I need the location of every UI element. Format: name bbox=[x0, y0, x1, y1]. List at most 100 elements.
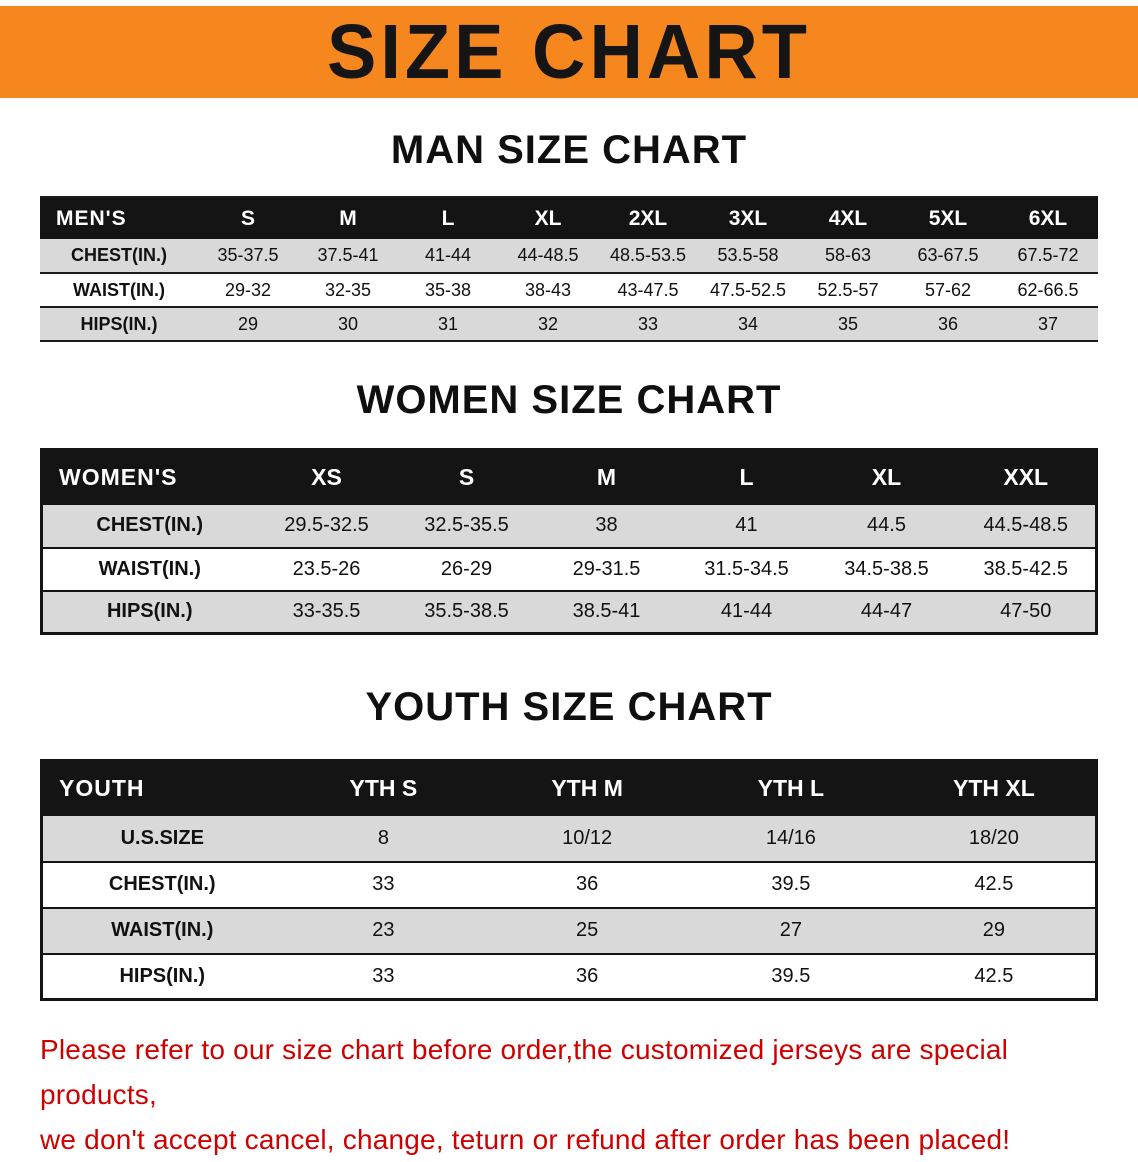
size-cell: 58-63 bbox=[798, 239, 898, 274]
size-cell: 33 bbox=[281, 861, 486, 909]
table-row: CHEST(IN.) 35-37.5 37.5-41 41-44 44-48.5 48.5… bbox=[40, 239, 1098, 274]
size-cell: 34.5-38.5 bbox=[816, 547, 957, 592]
size-column-header: S bbox=[396, 449, 537, 505]
footer-line-2: we don't accept cancel, change, teturn o… bbox=[40, 1124, 1011, 1155]
table-header-row: MEN'S S M L XL 2XL 3XL 4XL 5XL 6XL bbox=[40, 197, 1098, 239]
size-table: YOUTH YTH S YTH M YTH L YTH XL U.S.SIZE 8 10/12… bbox=[40, 759, 1098, 1001]
size-cell: 44-47 bbox=[816, 590, 957, 635]
size-cell: 29-31.5 bbox=[536, 547, 677, 592]
size-cell: 32.5-35.5 bbox=[396, 504, 537, 549]
table-header-row: YOUTH YTH S YTH M YTH L YTH XL bbox=[41, 760, 1097, 816]
size-cell: 26-29 bbox=[396, 547, 537, 592]
size-column-header: XXL bbox=[956, 449, 1097, 505]
table-row: WAIST(IN.) 29-32 32-35 35-38 38-43 43-47.5 47.… bbox=[40, 273, 1098, 308]
row-label: WAIST(IN.) bbox=[40, 273, 198, 308]
row-label: HIPS(IN.) bbox=[41, 590, 257, 635]
size-cell: 67.5-72 bbox=[998, 239, 1098, 274]
size-cell: 52.5-57 bbox=[798, 273, 898, 308]
size-cell: 29.5-32.5 bbox=[256, 504, 397, 549]
size-column-header: 3XL bbox=[698, 197, 798, 239]
size-cell: 23.5-26 bbox=[256, 547, 397, 592]
size-cell: 38-43 bbox=[498, 273, 598, 308]
table-row: HIPS(IN.) 33-35.5 35.5-38.5 38.5-41 41-44 44-… bbox=[41, 590, 1097, 635]
size-cell: 42.5 bbox=[892, 953, 1097, 1001]
size-cell: 62-66.5 bbox=[998, 273, 1098, 308]
section-heading: YOUTH SIZE CHART bbox=[365, 685, 773, 729]
size-cell: 14/16 bbox=[689, 815, 893, 863]
table-row: WAIST(IN.) 23 25 27 29 bbox=[41, 907, 1097, 955]
size-cell: 31 bbox=[398, 307, 498, 342]
size-cell: 47-50 bbox=[956, 590, 1097, 635]
size-cell: 32-35 bbox=[298, 273, 398, 308]
size-cell: 44.5 bbox=[816, 504, 957, 549]
size-cell: 30 bbox=[298, 307, 398, 342]
size-cell: 38.5-41 bbox=[536, 590, 677, 635]
size-cell: 42.5 bbox=[892, 861, 1097, 909]
size-cell: 29-32 bbox=[198, 273, 298, 308]
size-column-header: M bbox=[298, 197, 398, 239]
size-cell: 18/20 bbox=[892, 815, 1097, 863]
size-cell: 41-44 bbox=[676, 590, 817, 635]
size-chart-section: YOUTH SIZE CHART YOUTH YTH S YTH M YTH L YTH … bbox=[0, 685, 1138, 1001]
size-table: WOMEN'S XS S M L XL XXL CHEST(IN.) 29.5-32.5 32.5… bbox=[40, 448, 1098, 635]
size-cell: 33-35.5 bbox=[256, 590, 397, 635]
size-chart-section: WOMEN SIZE CHART WOMEN'S XS S M L XL XXL CHEST(I… bbox=[0, 378, 1138, 635]
row-label: U.S.SIZE bbox=[41, 815, 282, 863]
size-cell: 23 bbox=[281, 907, 486, 955]
size-column-header: XS bbox=[256, 449, 397, 505]
size-cell: 29 bbox=[892, 907, 1097, 955]
size-cell: 44-48.5 bbox=[498, 239, 598, 274]
size-cell: 38.5-42.5 bbox=[956, 547, 1097, 592]
table-row: CHEST(IN.) 29.5-32.5 32.5-35.5 38 41 44.5 44.5… bbox=[41, 504, 1097, 549]
page-title: SIZE CHART bbox=[327, 8, 811, 95]
size-cell: 27 bbox=[689, 907, 893, 955]
size-cell: 8 bbox=[281, 815, 486, 863]
table-header-row: WOMEN'S XS S M L XL XXL bbox=[41, 449, 1097, 505]
size-cell: 33 bbox=[598, 307, 698, 342]
size-column-header: XL bbox=[816, 449, 957, 505]
size-cell: 10/12 bbox=[485, 815, 689, 863]
size-cell: 34 bbox=[698, 307, 798, 342]
size-column-header: YTH L bbox=[689, 760, 893, 816]
size-chart-banner: SIZE CHART bbox=[0, 6, 1138, 98]
size-cell: 32 bbox=[498, 307, 598, 342]
size-cell: 57-62 bbox=[898, 273, 998, 308]
size-column-header: L bbox=[676, 449, 817, 505]
size-cell: 35-38 bbox=[398, 273, 498, 308]
size-column-header: L bbox=[398, 197, 498, 239]
size-cell: 37.5-41 bbox=[298, 239, 398, 274]
size-column-header: S bbox=[198, 197, 298, 239]
row-label: WAIST(IN.) bbox=[41, 907, 282, 955]
table-corner-label: MEN'S bbox=[40, 197, 198, 239]
size-cell: 36 bbox=[485, 953, 689, 1001]
size-cell: 35.5-38.5 bbox=[396, 590, 537, 635]
size-column-header: 6XL bbox=[998, 197, 1098, 239]
size-column-header: YTH S bbox=[281, 760, 486, 816]
table-corner-label: YOUTH bbox=[41, 760, 282, 816]
size-cell: 35 bbox=[798, 307, 898, 342]
size-cell: 31.5-34.5 bbox=[676, 547, 817, 592]
size-table: MEN'S S M L XL 2XL 3XL 4XL 5XL 6XL CHEST(IN.) 35-37… bbox=[40, 196, 1098, 342]
size-column-header: YTH XL bbox=[892, 760, 1097, 816]
size-column-header: YTH M bbox=[485, 760, 689, 816]
size-cell: 36 bbox=[898, 307, 998, 342]
section-heading: MAN SIZE CHART bbox=[390, 128, 748, 172]
row-label: CHEST(IN.) bbox=[40, 239, 198, 274]
row-label: CHEST(IN.) bbox=[41, 861, 282, 909]
table-row: HIPS(IN.) 33 36 39.5 42.5 bbox=[41, 953, 1097, 1001]
size-column-header: M bbox=[536, 449, 677, 505]
size-cell: 47.5-52.5 bbox=[698, 273, 798, 308]
size-column-header: XL bbox=[498, 197, 598, 239]
size-cell: 36 bbox=[485, 861, 689, 909]
table-row: HIPS(IN.) 29 30 31 32 33 34 35 36 37 bbox=[40, 307, 1098, 342]
row-label: HIPS(IN.) bbox=[40, 307, 198, 342]
size-cell: 48.5-53.5 bbox=[598, 239, 698, 274]
size-cell: 63-67.5 bbox=[898, 239, 998, 274]
row-label: CHEST(IN.) bbox=[41, 504, 257, 549]
section-heading: WOMEN SIZE CHART bbox=[356, 378, 782, 422]
size-cell: 29 bbox=[198, 307, 298, 342]
size-cell: 37 bbox=[998, 307, 1098, 342]
size-cell: 25 bbox=[485, 907, 689, 955]
row-label: WAIST(IN.) bbox=[41, 547, 257, 592]
table-row: CHEST(IN.) 33 36 39.5 42.5 bbox=[41, 861, 1097, 909]
